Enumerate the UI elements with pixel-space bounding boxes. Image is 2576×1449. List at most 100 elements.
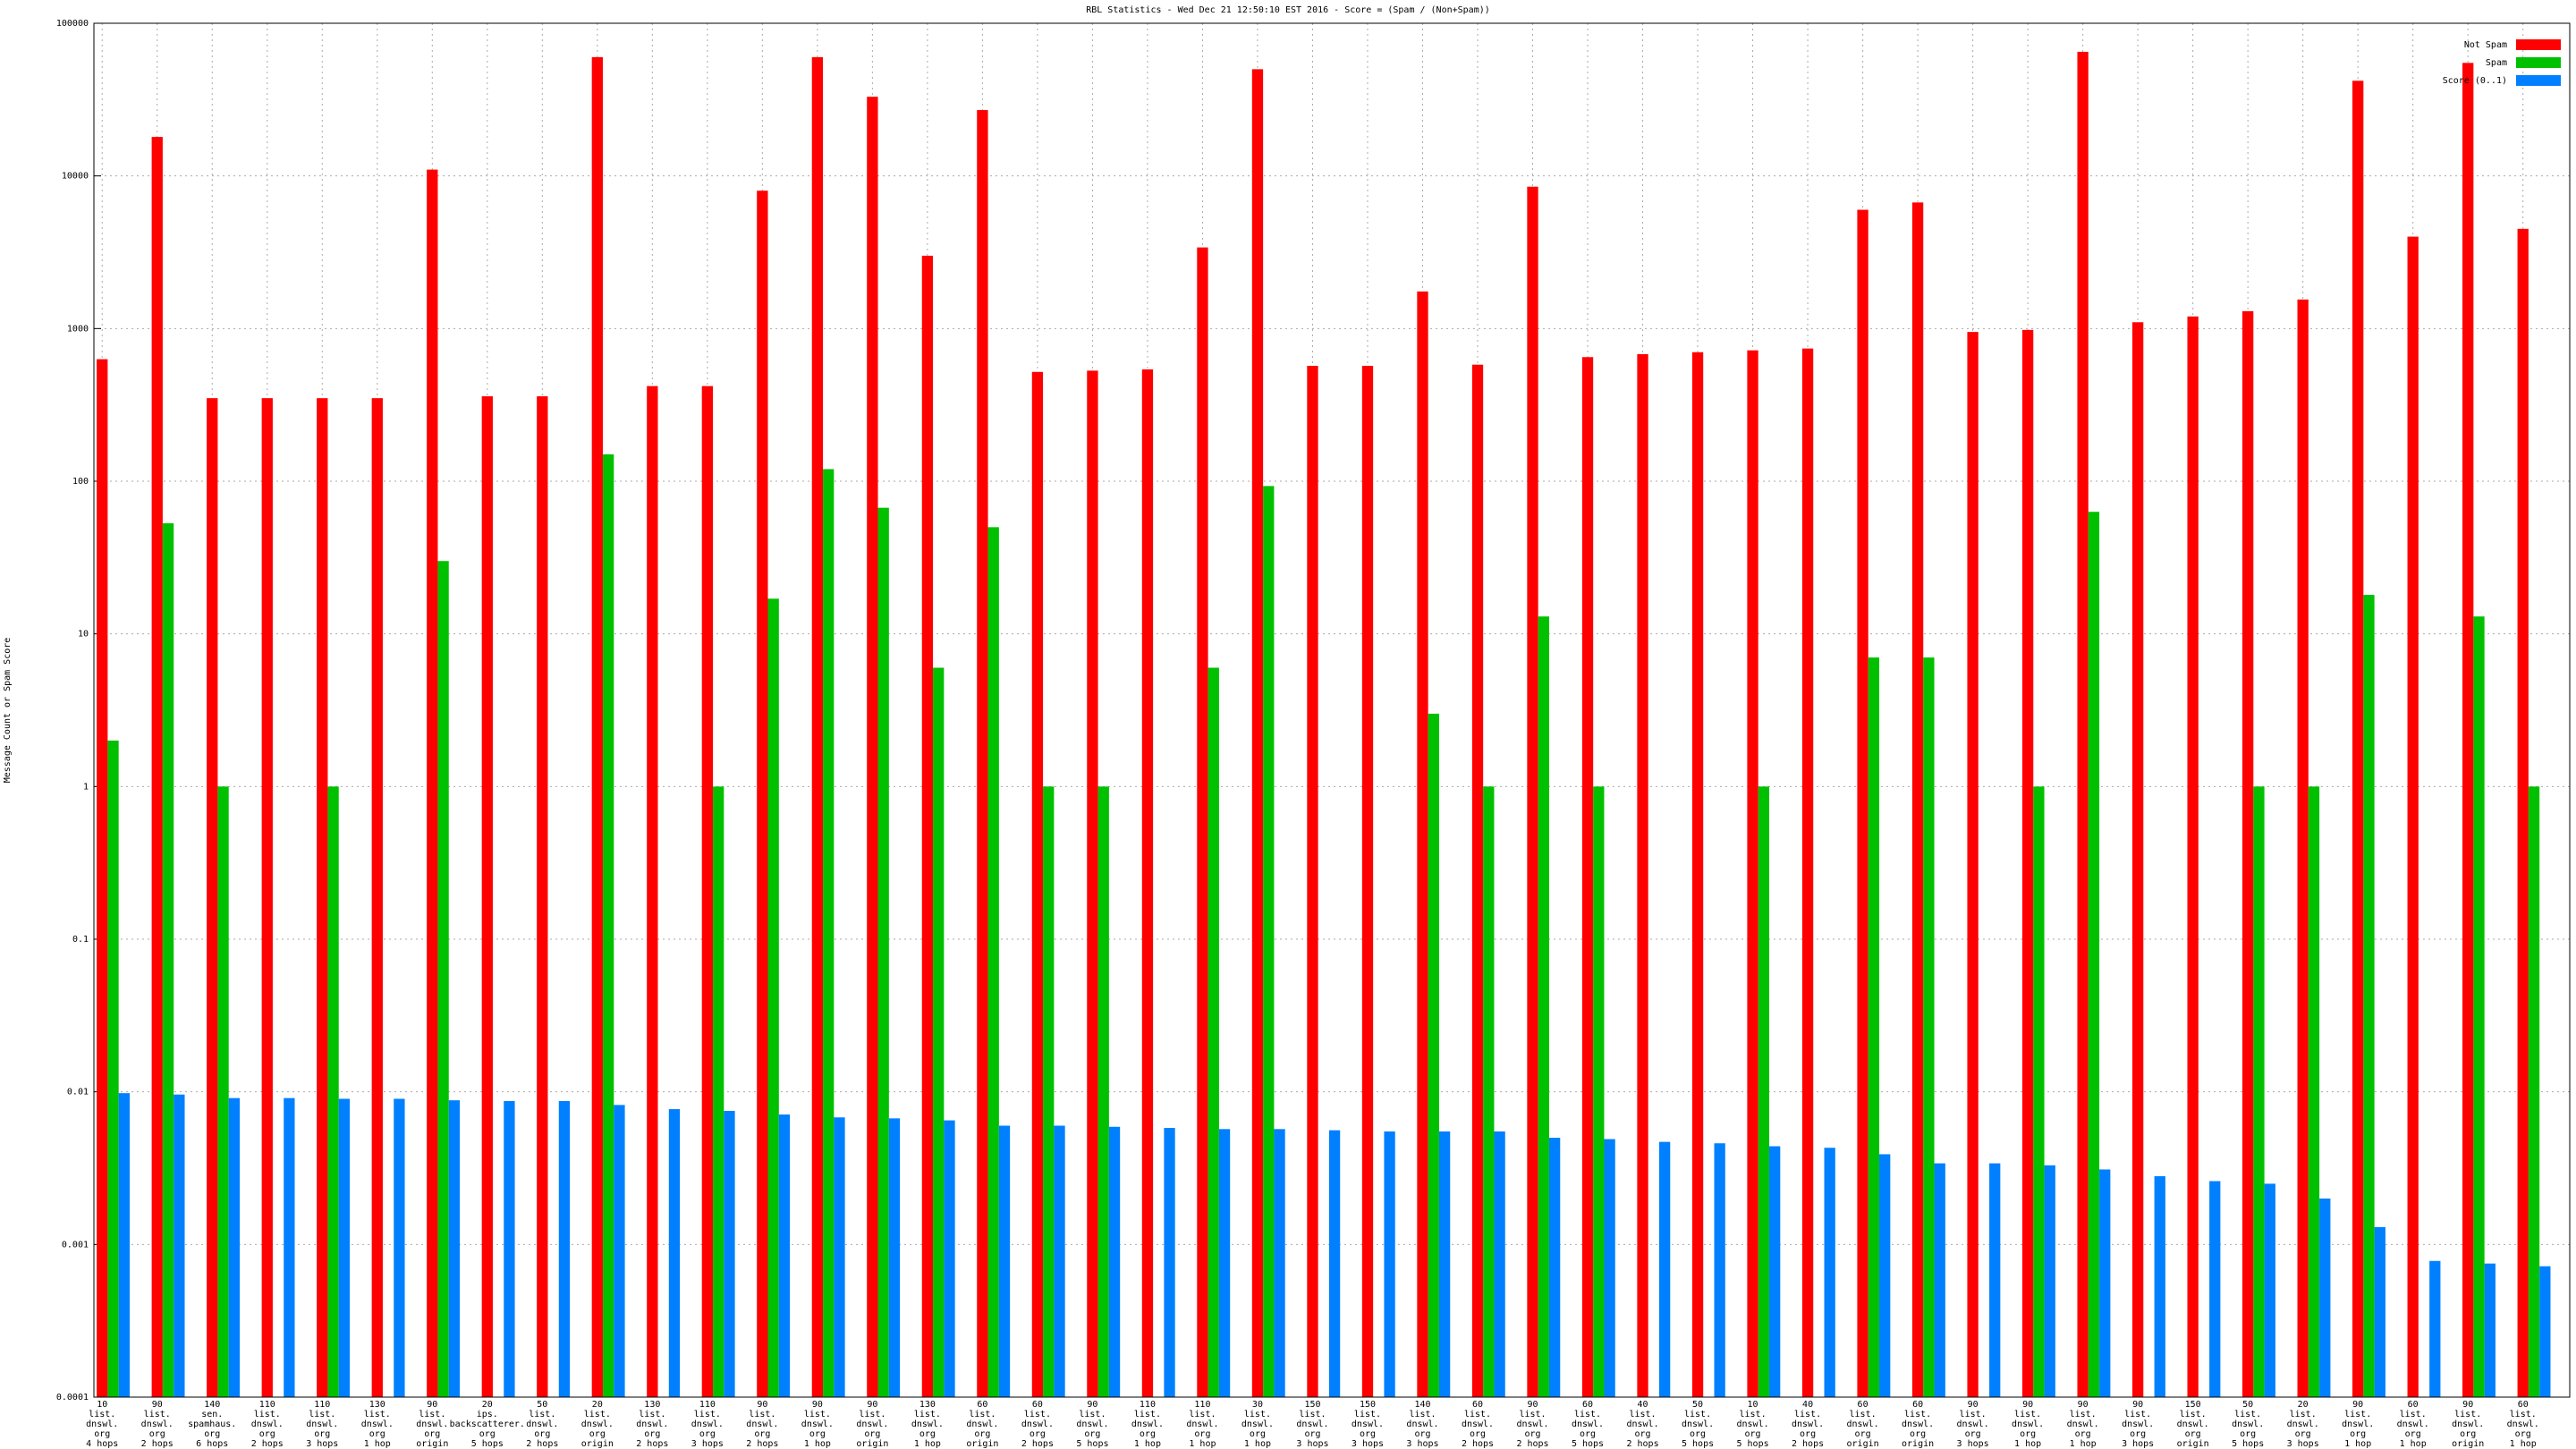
x-tick-label: spamhaus.	[188, 1419, 236, 1429]
bar	[757, 191, 768, 1398]
bar	[1967, 332, 1979, 1398]
bar	[1801, 348, 1814, 1397]
x-tick-label: 90	[812, 1400, 823, 1410]
x-tick-label: 60	[977, 1400, 987, 1410]
bar	[1197, 247, 1208, 1398]
x-tick-label: 2 hops	[141, 1439, 174, 1449]
bar	[647, 386, 658, 1398]
x-tick-label: 1 hop	[804, 1439, 831, 1449]
x-tick-label: dnswl.	[966, 1419, 998, 1429]
bar	[2319, 1198, 2331, 1397]
x-tick-label: org	[864, 1429, 880, 1439]
x-tick-label: list.	[1189, 1410, 1216, 1419]
x-tick-label: org	[1084, 1429, 1100, 1439]
x-tick-label: 60	[2518, 1400, 2529, 1410]
x-tick-label: org	[1855, 1429, 1871, 1439]
x-tick-label: list.	[2454, 1410, 2481, 1419]
x-tick-label: 2 hops	[1021, 1439, 1054, 1449]
x-tick-label: 60	[1582, 1400, 1593, 1410]
bar	[1164, 1128, 1175, 1397]
x-tick-label: list.	[309, 1410, 335, 1419]
x-tick-label: org	[94, 1429, 110, 1439]
x-tick-label: dnswl.	[2232, 1419, 2264, 1429]
bar	[921, 255, 934, 1397]
bar	[284, 1097, 295, 1397]
bar	[2131, 322, 2144, 1397]
x-tick-label: 90	[1087, 1400, 1097, 1410]
x-tick-label: dnswl.	[141, 1419, 174, 1429]
bar	[1911, 202, 1924, 1398]
y-axis-label: Message Count or Spam Score	[3, 638, 13, 784]
x-tick-label: dnswl.	[526, 1419, 558, 1429]
x-tick-label: dnswl.	[856, 1419, 888, 1429]
x-tick-label: dnswl.	[801, 1419, 834, 1429]
bar	[2264, 1183, 2275, 1397]
bar	[107, 740, 119, 1397]
y-tick-label: 10	[78, 630, 89, 640]
bar	[987, 527, 999, 1397]
x-tick-label: 40	[1802, 1400, 1813, 1410]
bar	[394, 1098, 405, 1397]
bar	[1108, 1126, 1121, 1397]
x-tick-label: 30	[1252, 1400, 1263, 1410]
bar	[1747, 350, 1758, 1398]
bar	[1054, 1125, 1065, 1397]
x-tick-label: org	[259, 1429, 275, 1439]
x-tick-label: dnswl.	[416, 1419, 448, 1429]
bar	[2088, 512, 2100, 1397]
x-tick-label: dnswl.	[1021, 1419, 1054, 1429]
y-tick-label: 1000	[67, 324, 89, 334]
x-tick-label: list.	[1354, 1410, 1381, 1419]
x-tick-label: list.	[1299, 1410, 1326, 1419]
x-tick-label: list.	[639, 1410, 665, 1419]
x-tick-label: org	[1194, 1429, 1210, 1439]
x-tick-label: 90	[152, 1400, 163, 1410]
bar	[867, 97, 878, 1398]
bar	[877, 507, 889, 1397]
x-tick-label: dnswl.	[1352, 1419, 1384, 1429]
x-tick-label: dnswl.	[2122, 1419, 2154, 1429]
x-tick-label: org	[2240, 1429, 2256, 1439]
bar	[1428, 713, 1439, 1397]
x-tick-label: dnswl.	[911, 1419, 944, 1429]
bar	[1868, 657, 1880, 1397]
bar	[2253, 786, 2265, 1397]
x-tick-label: 20	[482, 1400, 493, 1410]
bar	[614, 1105, 625, 1397]
bar	[602, 453, 614, 1398]
bar	[448, 1100, 461, 1397]
x-tick-label: 5 hops	[2232, 1439, 2264, 1449]
x-tick-label: org	[2020, 1429, 2036, 1439]
x-tick-label: dnswl.	[746, 1419, 778, 1429]
x-tick-label: list.	[1409, 1410, 1436, 1419]
x-tick-label: 60	[1032, 1400, 1043, 1410]
x-tick-label: 3 hops	[2287, 1439, 2319, 1449]
bar	[2374, 1226, 2385, 1397]
x-tick-label: list.	[1574, 1410, 1601, 1419]
x-tick-label: org	[314, 1429, 330, 1439]
x-tick-label: org	[479, 1429, 496, 1439]
x-tick-label: 90	[1527, 1400, 1538, 1410]
x-tick-label: list.	[1134, 1410, 1161, 1419]
x-tick-label: 90	[427, 1400, 437, 1410]
x-tick-label: dnswl.	[1462, 1419, 1494, 1429]
x-tick-label: 60	[1858, 1400, 1868, 1410]
x-tick-label: 1 hop	[2400, 1439, 2427, 1449]
bar	[2154, 1176, 2165, 1397]
x-tick-label: dnswl.	[1186, 1419, 1218, 1429]
bar	[174, 1094, 185, 1397]
bar	[998, 1125, 1011, 1397]
x-tick-label: org	[1965, 1429, 1981, 1439]
x-tick-label: 110	[314, 1400, 330, 1410]
x-tick-label: list.	[2234, 1410, 2261, 1419]
bar	[228, 1097, 241, 1397]
x-tick-label: 90	[2352, 1400, 2363, 1410]
x-tick-label: 140	[1414, 1400, 1430, 1410]
bar	[2473, 616, 2485, 1397]
bar	[427, 169, 438, 1398]
x-tick-label: org	[1635, 1429, 1651, 1439]
x-tick-label: org	[2405, 1429, 2421, 1439]
x-tick-label: origin	[1847, 1439, 1879, 1449]
x-tick-label: 50	[1692, 1400, 1703, 1410]
bar	[1274, 1129, 1285, 1397]
